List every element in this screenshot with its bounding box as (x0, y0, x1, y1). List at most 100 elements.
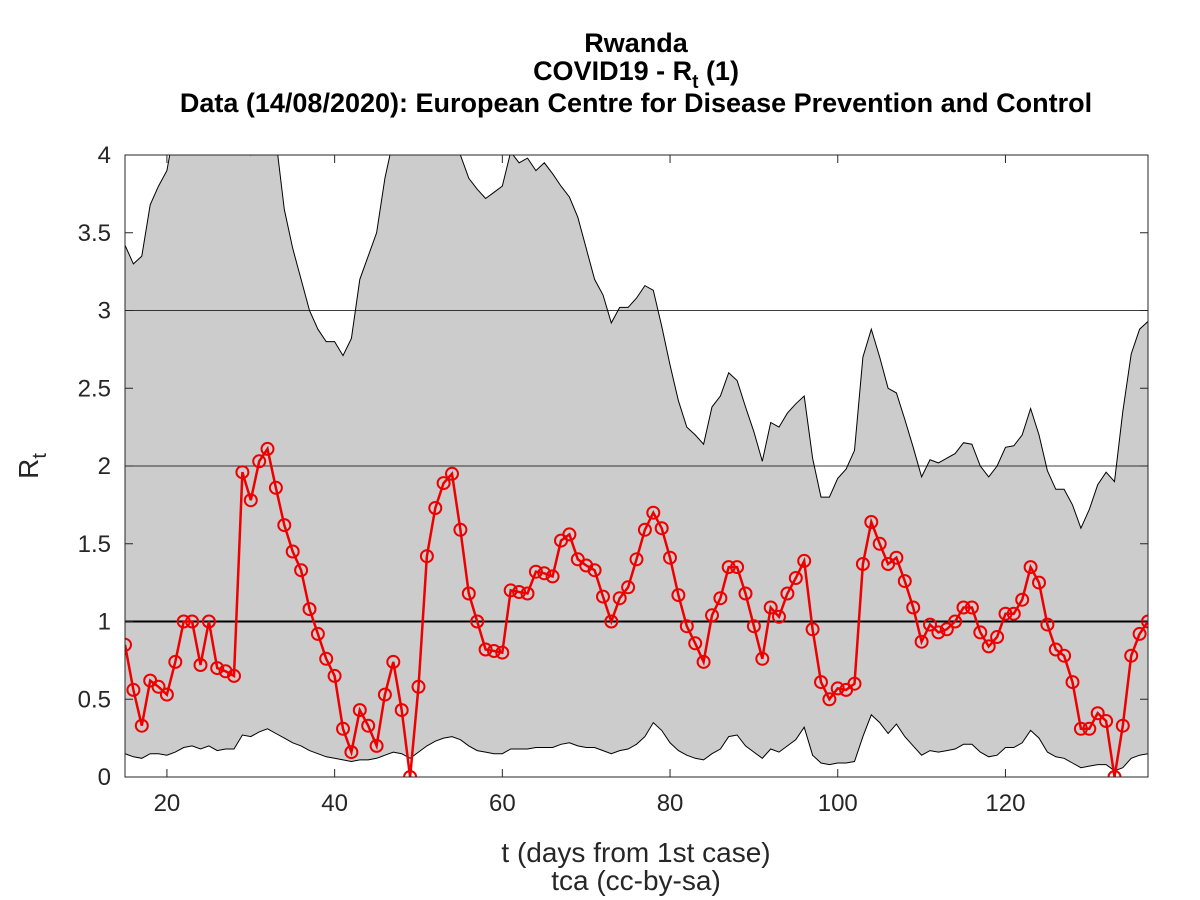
chart-title-metric-main: COVID19 - R (533, 56, 692, 86)
data-point (461, 586, 476, 601)
data-point (352, 703, 367, 718)
data-point (914, 634, 929, 649)
chart-title-source: Data (14/08/2020): European Centre for D… (180, 88, 1092, 118)
data-point (1032, 575, 1046, 590)
data-point (696, 654, 711, 669)
y-tick-label: 3.5 (78, 220, 111, 247)
chart-title-metric: COVID19 - Rt (1) (533, 56, 739, 93)
y-tick-label: 1.5 (78, 531, 111, 558)
data-point (168, 654, 183, 669)
data-point (956, 600, 971, 615)
data-point (788, 571, 803, 585)
data-point (1057, 648, 1072, 663)
data-point (419, 549, 434, 564)
y-tick-label: 1 (98, 609, 111, 636)
data-point (1040, 617, 1055, 632)
data-point (679, 619, 694, 634)
data-point (654, 521, 669, 536)
confidence-band (125, 155, 1148, 771)
data-point (604, 614, 619, 629)
data-point (1107, 770, 1122, 777)
data-point (344, 745, 359, 760)
data-point (185, 614, 200, 629)
data-point (872, 536, 887, 551)
data-point (763, 600, 778, 615)
data-point (562, 527, 577, 542)
data-point (780, 586, 795, 601)
data-point (738, 586, 753, 601)
data-point (386, 654, 401, 669)
data-point (277, 518, 292, 533)
x-axis-ticks: 20 40 60 80 100 120 (154, 155, 1025, 817)
data-point (319, 651, 334, 666)
data-point (503, 583, 518, 598)
data-point (453, 522, 468, 537)
data-point (210, 661, 225, 676)
data-point (814, 675, 828, 690)
data-point (310, 626, 325, 641)
data-point (964, 600, 979, 615)
data-point (897, 574, 912, 589)
data-point (939, 622, 954, 637)
data-point (637, 522, 652, 537)
data-point (1124, 648, 1139, 663)
data-point (1015, 592, 1030, 607)
y-tick-label: 3 (98, 298, 111, 325)
data-point (260, 441, 275, 456)
data-point (1099, 714, 1114, 728)
data-point (336, 721, 350, 736)
data-point (948, 614, 963, 629)
data-point (805, 622, 820, 637)
data-point (487, 644, 501, 658)
data-point (671, 588, 686, 603)
data-point (688, 636, 703, 651)
y-axis-label: Rt (13, 453, 51, 479)
data-point (713, 591, 728, 606)
data-point (855, 557, 870, 571)
data-point (235, 465, 250, 480)
y-tick-label: 0.5 (78, 686, 111, 713)
data-point (730, 560, 745, 575)
data-point (772, 609, 786, 624)
data-point (721, 560, 736, 575)
y-tick-label: 4 (98, 142, 111, 169)
data-point (151, 679, 166, 694)
data-point (428, 501, 443, 515)
data-point (906, 600, 921, 615)
x-tick-label: 120 (985, 790, 1025, 817)
chart-title-country: Rwanda (584, 28, 689, 58)
data-point (327, 668, 342, 683)
band-lower-line (125, 713, 1148, 772)
data-point (1132, 626, 1147, 641)
data-point (369, 738, 384, 753)
rt-series-markers (125, 441, 1148, 777)
data-point (746, 619, 761, 634)
y-axis-label-sub: t (29, 453, 51, 459)
data-point (134, 718, 149, 733)
data-point (125, 637, 132, 652)
credit-label: tca (cc-by-sa) (551, 865, 721, 896)
data-point (126, 682, 141, 697)
data-point (176, 614, 191, 629)
data-point (596, 589, 610, 604)
data-point (629, 552, 644, 567)
y-tick-label: 2 (98, 453, 111, 480)
data-point (998, 606, 1013, 621)
x-tick-label: 40 (321, 790, 348, 817)
data-point (193, 658, 208, 672)
data-point (864, 515, 879, 529)
data-point (990, 630, 1005, 644)
data-point (1065, 675, 1080, 690)
data-point (478, 642, 493, 657)
y-tick-label: 0 (98, 764, 111, 791)
data-point (528, 564, 543, 579)
data-point (537, 566, 552, 581)
data-point (268, 480, 283, 495)
data-point (755, 651, 770, 666)
data-point (394, 703, 409, 718)
data-point (1073, 721, 1088, 736)
data-point (822, 692, 837, 707)
data-point (294, 563, 309, 578)
data-point (243, 493, 258, 508)
data-point (663, 550, 677, 565)
